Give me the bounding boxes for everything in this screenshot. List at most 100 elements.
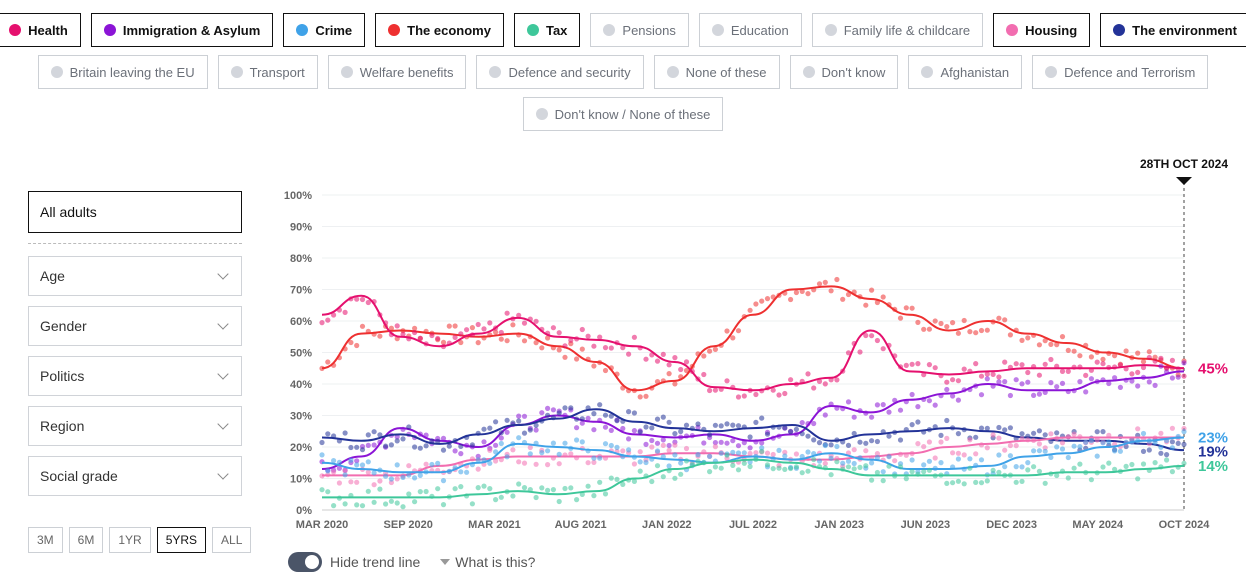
range-1yr-button[interactable]: 1YR [109,527,151,553]
data-point [921,429,927,435]
data-point [504,310,510,316]
data-point [770,466,776,472]
legend-chip-tax[interactable]: Tax [513,13,581,47]
data-point [481,483,487,489]
data-point [707,387,713,394]
legend-chip-health[interactable]: Health [0,13,81,47]
data-point [707,348,713,354]
data-point [1169,469,1175,475]
legend-chip-britain-leaving-the-eu[interactable]: Britain leaving the EU [37,55,208,89]
data-point [579,439,585,445]
data-point [1152,460,1158,466]
data-point [400,436,406,442]
data-point [568,337,574,343]
data-point [695,452,701,458]
legend-chip-defence-and-terrorism[interactable]: Defence and Terrorism [1032,55,1209,89]
data-point [770,387,776,393]
data-point [510,493,516,499]
trend-line-toggle[interactable] [288,552,322,572]
data-point [880,294,886,300]
data-point [978,457,985,463]
data-point [440,502,447,508]
data-point [1140,364,1147,371]
data-point [828,288,834,294]
data-point [689,463,695,469]
data-point [452,334,458,340]
data-point [1094,470,1100,476]
data-point [1054,435,1060,442]
range-all-button[interactable]: ALL [212,527,252,553]
data-point [932,318,938,324]
data-point [1100,439,1106,445]
data-point [730,422,736,428]
legend-chip-afghanistan[interactable]: Afghanistan [908,55,1023,89]
data-point [1146,467,1152,473]
data-point [950,320,956,326]
data-point [834,405,840,411]
legend-chip-defence-and-security[interactable]: Defence and security [476,55,644,89]
politics-dropdown[interactable]: Politics [28,356,242,396]
legend-chip-transport[interactable]: Transport [217,55,318,89]
data-point [469,501,475,507]
range-6m-button[interactable]: 6M [68,527,104,553]
legend-dot-icon [50,66,63,78]
data-point [1135,438,1141,444]
audience-select[interactable]: All adults [28,191,242,233]
gender-dropdown[interactable]: Gender [28,306,242,346]
data-point [678,456,684,462]
data-point [926,439,933,445]
legend-chip-housing[interactable]: Housing [993,13,1091,47]
data-point [788,296,794,303]
data-point [429,493,435,499]
legend-chip-the-environment[interactable]: The environment [1100,13,1246,47]
legend-chip-the-economy[interactable]: The economy [375,13,504,47]
age-dropdown[interactable]: Age [28,256,242,296]
data-point [579,326,585,333]
legend-chip-pensions[interactable]: Pensions [590,13,689,47]
data-point [550,487,557,493]
data-point [1002,379,1008,385]
data-point [695,421,701,427]
data-point [1025,433,1031,439]
data-point [1117,468,1123,474]
legend-chip-don-t-know-none-of-these[interactable]: Don't know / None of these [522,97,724,131]
data-point [915,361,921,367]
data-point [834,437,840,443]
trend-line-toggle-label[interactable]: Hide trend line [330,554,421,570]
data-point [620,345,626,351]
data-point [666,442,672,449]
social-grade-dropdown[interactable]: Social grade [28,456,242,496]
series-the-economy [319,276,1187,400]
legend-chip-education[interactable]: Education [698,13,802,47]
region-dropdown[interactable]: Region [28,406,242,446]
legend-chip-none-of-these[interactable]: None of these [653,55,780,89]
what-is-this-link[interactable]: What is this? [440,554,535,570]
caret-down-icon [440,559,451,565]
data-point [359,462,366,468]
data-point [950,425,956,431]
legend-chip-family-life-childcare[interactable]: Family life & childcare [811,13,984,47]
data-point [348,296,354,302]
legend-chip-crime[interactable]: Crime [283,13,366,47]
data-point [464,334,470,340]
data-point [1013,361,1019,367]
legend-chip-label: Immigration & Asylum [122,22,261,38]
data-point [1106,380,1112,387]
range-3m-button[interactable]: 3M [28,527,63,553]
range-5yrs-button[interactable]: 5YRS [156,527,207,553]
x-tick-label: JAN 2023 [814,519,864,531]
legend-dot-icon [103,24,116,36]
data-point [926,467,933,473]
legend-chip-immigration-asylum[interactable]: Immigration & Asylum [90,13,274,47]
data-point [903,471,909,477]
data-point [816,464,823,470]
legend-chip-don-t-know[interactable]: Don't know [789,55,899,89]
data-point [1129,378,1135,384]
data-point [1013,377,1019,383]
data-point [423,328,429,334]
legend-chip-welfare-benefits[interactable]: Welfare benefits [327,55,467,89]
data-point [568,341,574,347]
data-point [1007,453,1014,459]
data-point [516,435,522,441]
data-point [967,435,973,441]
